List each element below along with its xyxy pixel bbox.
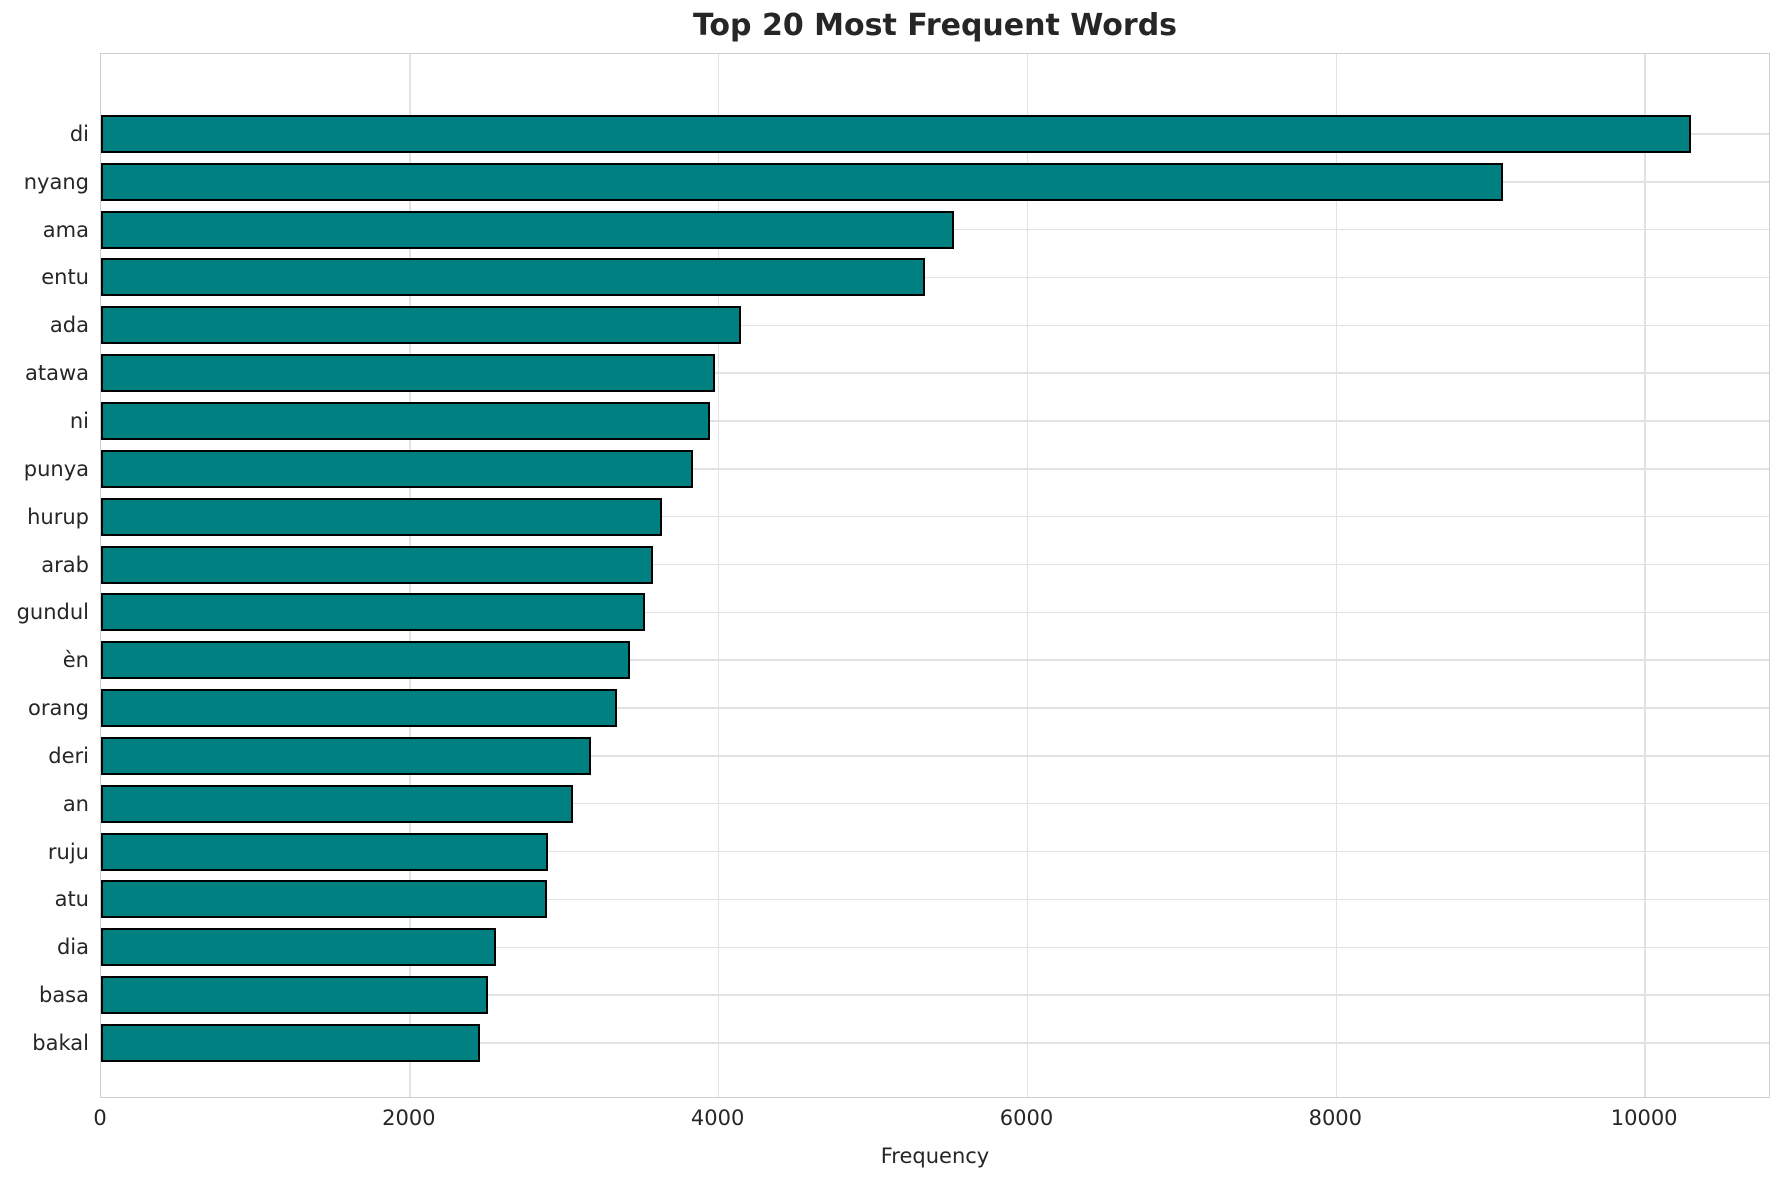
chart-title: Top 20 Most Frequent Words	[692, 8, 1178, 43]
bar-entu	[101, 258, 925, 297]
y-tick-label: ruju	[47, 839, 89, 864]
y-tick-label: nyang	[23, 169, 89, 194]
bar-orang	[101, 689, 617, 728]
y-tick-label: ni	[69, 408, 89, 433]
x-tick-label: 0	[93, 1106, 107, 1130]
gridline-horizontal	[101, 802, 1769, 805]
bar-row: basa	[39, 971, 1769, 1019]
y-tick-label: punya	[23, 456, 89, 481]
x-axis-label: Frequency	[880, 1144, 990, 1168]
y-tick-label: hurup	[27, 504, 89, 529]
bar-row: entu	[41, 254, 1769, 302]
bar-row: hurup	[27, 493, 1769, 541]
bar-row: atawa	[25, 349, 1769, 397]
y-tick-label: ada	[49, 313, 89, 338]
gridline-horizontal	[101, 468, 1769, 470]
bar-row: ni	[70, 397, 1769, 445]
gridline-horizontal	[101, 707, 1769, 709]
gridline-vertical	[717, 54, 720, 1097]
y-tick-label: ama	[42, 217, 89, 242]
gridline-horizontal	[101, 994, 1769, 996]
x-tick-label: 10000	[1610, 1106, 1678, 1130]
bar-rows-container: di nyang ama entu ada atawa ni punya hurup arab gu…	[17, 54, 1769, 1097]
gridline-horizontal	[101, 563, 1769, 566]
bar-atu	[101, 880, 547, 919]
y-tick-label: gundul	[16, 600, 89, 625]
bar-èn	[101, 641, 630, 680]
bar-row: nyang	[24, 158, 1769, 206]
y-tick-label: orang	[28, 696, 89, 721]
bar-row: bakal	[32, 1019, 1769, 1067]
bar-atawa	[101, 354, 715, 393]
x-tick-label: 2000	[382, 1106, 436, 1130]
bar-bakal	[101, 1023, 481, 1062]
bar-row: orang	[28, 684, 1769, 732]
y-tick-label: deri	[48, 743, 89, 768]
y-tick-label: basa	[38, 983, 89, 1008]
bar-basa	[101, 976, 489, 1015]
bar-row: ada	[50, 301, 1769, 349]
bar-row: punya	[24, 445, 1769, 493]
gridline-horizontal	[101, 850, 1769, 853]
bar-dia	[101, 928, 496, 967]
y-tick-label: atu	[54, 887, 89, 912]
gridline-vertical	[1644, 54, 1646, 1097]
bar-an	[101, 784, 573, 823]
bar-row: ama	[43, 206, 1769, 254]
plot-area: di nyang ama entu ada atawa ni punya hurup arab gu…	[17, 53, 1770, 1098]
gridline-horizontal	[101, 946, 1769, 949]
gridline-vertical	[1026, 54, 1029, 1097]
bar-hurup	[101, 497, 663, 536]
bar-ada	[101, 306, 742, 345]
bar-row: di	[70, 110, 1769, 158]
bar-nyang	[101, 162, 1503, 201]
bar-arab	[101, 545, 654, 584]
x-tick-label: 4000	[690, 1106, 745, 1130]
bar-ama	[101, 210, 954, 249]
x-tick-label: 6000	[999, 1106, 1054, 1130]
y-tick-label: èn	[62, 648, 89, 673]
y-tick-label: an	[62, 791, 89, 816]
bar-deri	[101, 736, 592, 775]
bar-row: atu	[55, 876, 1769, 924]
gridline-horizontal	[101, 420, 1769, 422]
gridline-vertical	[1335, 54, 1338, 1097]
gridline-horizontal	[101, 898, 1769, 901]
y-tick-label: atawa	[24, 361, 89, 386]
y-tick-label: bakal	[32, 1030, 89, 1055]
bar-row: ruju	[48, 828, 1769, 876]
bar-gundul	[101, 593, 646, 632]
gridline-horizontal	[101, 324, 1769, 327]
gridline-horizontal	[101, 1042, 1769, 1044]
bar-row: èn	[63, 636, 1769, 684]
bar-row: dia	[57, 923, 1769, 971]
y-tick-label: di	[69, 121, 89, 146]
x-tick-label: 8000	[1308, 1106, 1363, 1130]
gridline-horizontal	[101, 611, 1769, 614]
gridline-horizontal	[101, 755, 1769, 757]
bar-punya	[101, 449, 694, 488]
gridline-horizontal	[101, 276, 1769, 279]
gridline-horizontal	[101, 515, 1769, 518]
bar-row: arab	[41, 541, 1769, 589]
bar-row: deri	[48, 732, 1769, 780]
bar-row: gundul	[17, 588, 1769, 636]
y-tick-label: arab	[41, 552, 89, 577]
gridline-horizontal	[101, 372, 1769, 374]
bar-di	[101, 114, 1692, 153]
bar-ni	[101, 401, 711, 440]
bar-row: an	[63, 780, 1769, 828]
gridline-horizontal	[101, 659, 1769, 661]
bar-ruju	[101, 832, 549, 871]
y-tick-label: dia	[56, 935, 89, 960]
y-tick-label: entu	[41, 265, 89, 290]
